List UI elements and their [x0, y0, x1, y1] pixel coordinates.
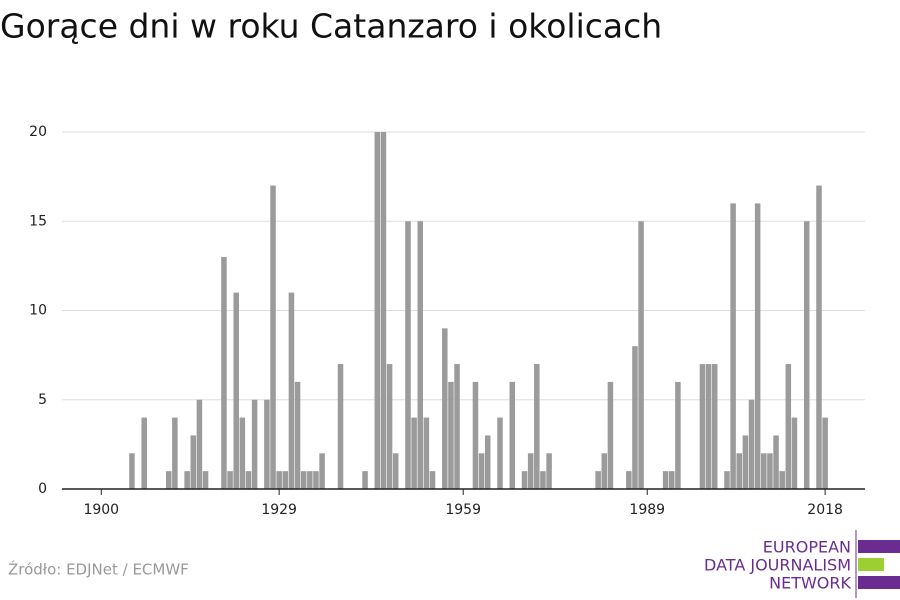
bar [313, 471, 319, 489]
y-tick-label: 5 [38, 392, 47, 408]
bar [509, 381, 516, 489]
bar [184, 471, 190, 489]
bar [264, 399, 270, 489]
bar [761, 453, 767, 489]
y-tick-label: 0 [38, 481, 47, 497]
bar [791, 417, 798, 489]
bar [773, 435, 779, 489]
x-tick-label: 1929 [261, 502, 297, 518]
bar [374, 132, 381, 489]
bar [785, 364, 792, 489]
bar [736, 453, 743, 489]
bar [675, 381, 681, 489]
bar [546, 453, 552, 489]
bar [534, 364, 540, 489]
bar [362, 471, 368, 489]
bar [705, 364, 712, 489]
bar [270, 185, 276, 490]
bar [472, 381, 479, 489]
bar [288, 292, 295, 489]
bar [417, 221, 424, 489]
logo: EUROPEAN DATA JOURNALISM NETWORK [704, 530, 900, 598]
bar [497, 417, 503, 489]
bar [779, 471, 785, 489]
bar [245, 471, 252, 489]
bar [669, 471, 675, 489]
bar [202, 471, 209, 489]
bar [816, 185, 822, 490]
bar [405, 221, 411, 489]
bar [190, 435, 197, 489]
x-tick-label: 2018 [807, 502, 843, 518]
bar [423, 417, 430, 489]
bar [392, 453, 399, 489]
bar [484, 435, 491, 489]
bar [448, 381, 454, 489]
y-tick-label: 20 [29, 124, 47, 140]
bar [662, 471, 669, 489]
bar [540, 471, 546, 489]
bar [711, 364, 718, 489]
bar [239, 417, 246, 489]
bar [730, 203, 736, 489]
bar [337, 364, 344, 489]
bar [748, 399, 755, 489]
bar [129, 453, 135, 489]
bar [319, 453, 325, 489]
bar [767, 453, 773, 489]
y-tick-label: 10 [29, 303, 47, 319]
bar [300, 471, 307, 489]
bar [638, 221, 644, 489]
x-tick-label: 1989 [629, 502, 665, 518]
x-tick-label: 1900 [83, 502, 119, 518]
chart-title: Gorące dni w roku Catanzaro i okolicach [0, 7, 662, 46]
bar [601, 453, 608, 489]
bar [632, 346, 638, 489]
bar [442, 328, 448, 489]
bar [307, 471, 313, 489]
logo-bar [858, 540, 900, 553]
bar [172, 417, 178, 489]
logo-text: DATA JOURNALISM [704, 556, 851, 575]
bar [754, 203, 761, 489]
x-tick-label: 1959 [445, 502, 481, 518]
bar [251, 399, 258, 489]
logo-bar [858, 558, 884, 571]
logo-bar [858, 576, 900, 589]
bar [521, 471, 528, 489]
bar [227, 471, 233, 489]
bar [803, 221, 810, 489]
bar [282, 471, 289, 489]
bar [595, 471, 601, 489]
bar [221, 256, 227, 489]
bar [454, 364, 460, 489]
bar [380, 132, 387, 489]
bar [822, 417, 828, 489]
bar [165, 471, 172, 489]
bar [478, 453, 485, 489]
bar [141, 417, 147, 489]
bar [527, 453, 534, 489]
bar [294, 381, 301, 489]
bar [233, 292, 239, 489]
bar [626, 471, 632, 489]
logo-text: EUROPEAN [763, 538, 851, 557]
bar [429, 471, 436, 489]
bar [276, 471, 282, 489]
source: Źródło: EDJNet / ECMWF [8, 560, 189, 579]
logo-text: NETWORK [769, 574, 851, 593]
bar [724, 471, 730, 489]
bar [411, 417, 417, 489]
bar [742, 435, 749, 489]
bar [386, 364, 393, 489]
bar [607, 381, 614, 489]
y-tick-label: 15 [29, 213, 47, 229]
bar [699, 364, 706, 489]
bar [196, 399, 203, 489]
